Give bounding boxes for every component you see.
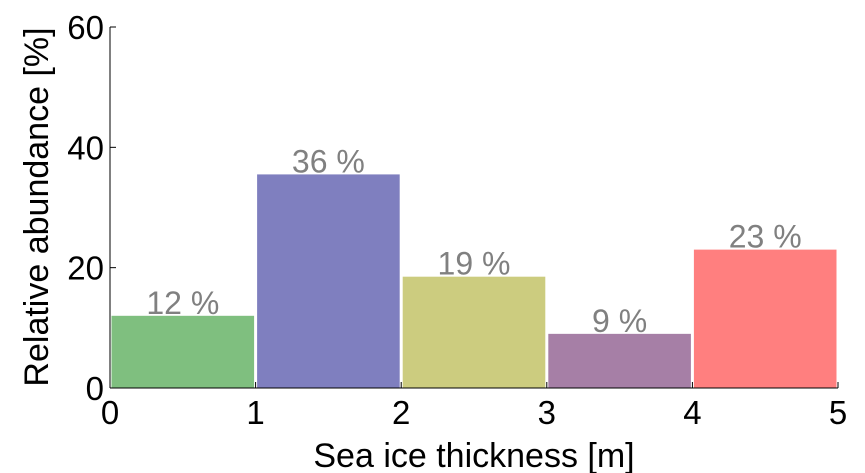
bars-group (111, 174, 837, 388)
bar-3 (548, 333, 691, 388)
bar-1 (257, 174, 400, 388)
bar-2 (402, 276, 546, 388)
bar-4 (693, 249, 837, 388)
y-tick-label-3: 60 (67, 9, 104, 46)
x-tick-label-3: 3 (538, 394, 556, 431)
axes-group (109, 27, 838, 389)
ticks-group: 0 1 2 3 4 5 0 20 40 60 (67, 9, 847, 431)
bar-value-label-0: 12 % (146, 285, 219, 321)
x-tick-label-2: 2 (392, 394, 410, 431)
x-tick-label-5: 5 (829, 394, 847, 431)
bar-value-label-3: 9 % (592, 303, 647, 339)
y-tick-label-1: 20 (67, 250, 104, 287)
bar-value-label-4: 23 % (729, 219, 802, 255)
x-tick-label-0: 0 (101, 394, 119, 431)
x-axis-label: Sea ice thickness [m] (313, 437, 634, 473)
x-tick-label-1: 1 (246, 394, 264, 431)
bar-value-label-2: 19 % (438, 246, 511, 282)
x-tick-label-4: 4 (683, 394, 701, 431)
bar-labels-group: 12 % 36 % 19 % 9 % 23 % (146, 143, 801, 338)
y-tick-label-0: 0 (86, 370, 104, 407)
y-tick-label-2: 40 (67, 129, 104, 166)
bar-value-label-1: 36 % (292, 143, 365, 179)
bar-0 (111, 315, 255, 388)
y-axis-label: Relative abundance [%] (18, 27, 56, 386)
